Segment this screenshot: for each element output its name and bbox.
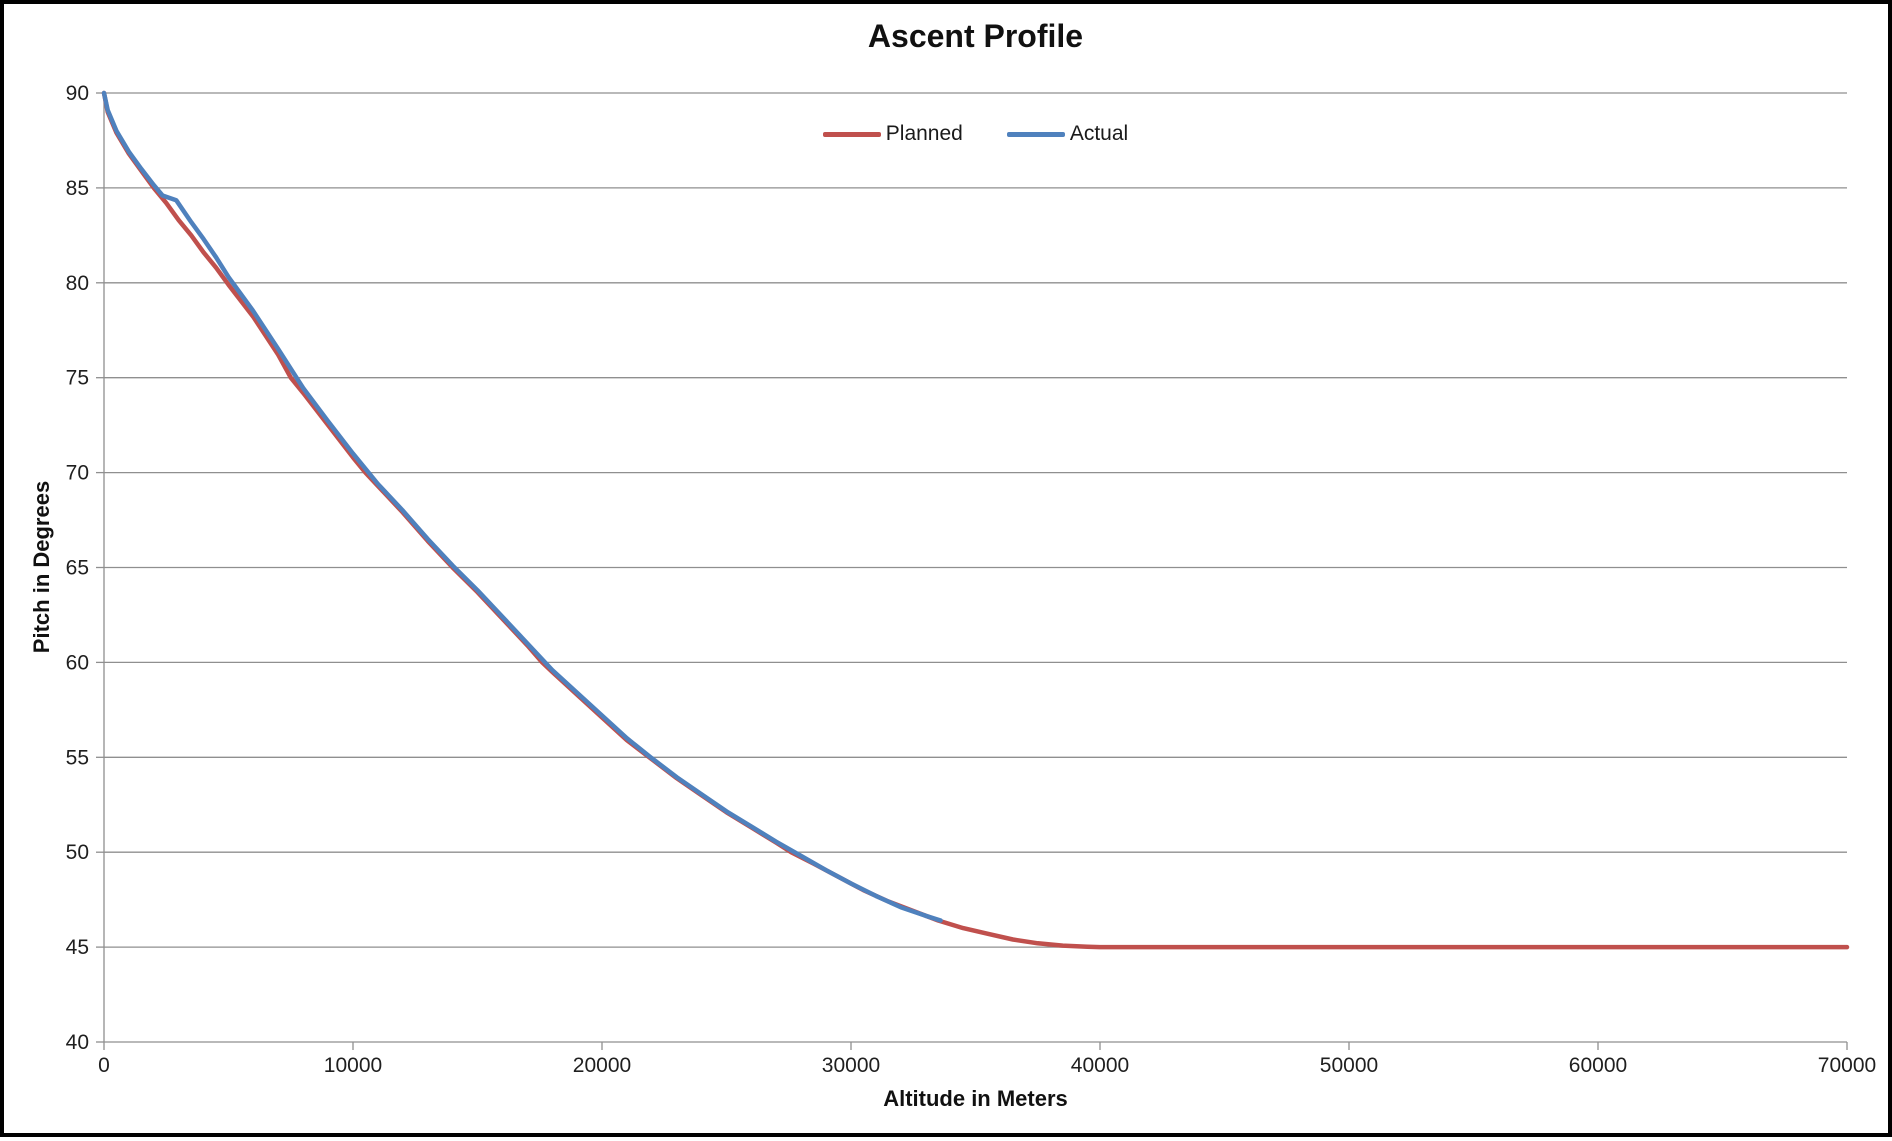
y-axis-title: Pitch in Degrees [29, 480, 54, 654]
x-tick-label: 70000 [1818, 1054, 1876, 1077]
y-tick-label: 90 [66, 82, 89, 105]
y-tick-label: 40 [66, 1031, 89, 1054]
y-tick-label: 60 [66, 651, 89, 674]
legend-label-actual: Actual [1069, 122, 1129, 145]
y-tick-label: 50 [66, 841, 89, 864]
legend: Planned Actual [104, 122, 1847, 146]
y-tick-label: 85 [66, 177, 89, 200]
x-tick-label: 40000 [1071, 1054, 1129, 1077]
x-tick-label: 30000 [822, 1054, 880, 1077]
y-tick-label: 70 [66, 462, 89, 485]
x-tick-label: 0 [98, 1054, 110, 1077]
y-tick-label: 45 [66, 936, 89, 959]
legend-label-planned: Planned [885, 122, 963, 145]
plot-area: 40 45 50 55 60 65 70 75 80 85 90 0 10000 20000 30000 40… [66, 82, 1877, 1077]
x-tick-label: 50000 [1320, 1054, 1378, 1077]
series-line-planned [101, 90, 1850, 950]
y-tick-label: 80 [66, 272, 89, 295]
x-axis-title: Altitude in Meters [883, 1086, 1068, 1111]
y-tick-label: 55 [66, 746, 89, 769]
y-tick-label: 65 [66, 557, 89, 580]
x-tick-label: 20000 [573, 1054, 631, 1077]
chart-title: Ascent Profile [867, 18, 1084, 54]
legend-item-actual: Actual [1006, 122, 1129, 146]
series-line-actual [101, 90, 943, 923]
legend-item-planned: Planned [822, 122, 963, 146]
actual-line-swatch-icon [1006, 131, 1065, 137]
x-tick-label: 60000 [1569, 1054, 1627, 1077]
planned-line-swatch-icon [822, 131, 881, 137]
y-tick-label: 75 [66, 367, 89, 390]
x-tick-label: 10000 [324, 1054, 382, 1077]
